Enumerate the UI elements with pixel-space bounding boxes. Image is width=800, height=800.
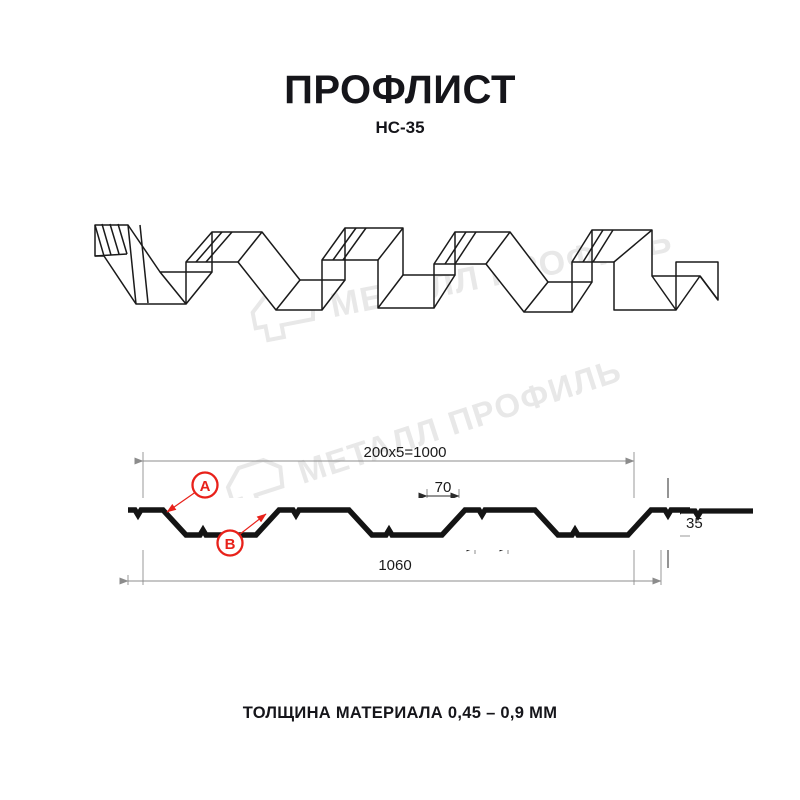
callout-a-label: A <box>200 478 211 495</box>
callout-b: B <box>216 513 267 557</box>
dimension-overall-width: 1060 <box>119 557 662 585</box>
dimension-height-label: 35 <box>686 515 703 532</box>
isometric-profile-view <box>94 223 719 313</box>
watermark-lower: МЕТАЛЛ ПРОФИЛЬ <box>225 351 626 513</box>
profile-model-label: НС-35 <box>375 118 425 137</box>
material-thickness-note: ТОЛЩИНА МАТЕРИАЛА 0,45 – 0,9 ММ <box>242 704 558 722</box>
profile-outline-main <box>120 498 690 550</box>
callout-b-label: B <box>225 536 236 553</box>
callout-a-circle <box>191 471 219 499</box>
callout-b-circle <box>216 529 244 557</box>
callout-a: A <box>166 471 219 513</box>
dimension-pitch-label: 200x5=1000 <box>364 444 447 461</box>
page-title: ПРОФЛИСТ <box>284 68 516 112</box>
cross-section-group: 200x5=1000 1060 70 70 <box>119 444 753 585</box>
dimension-top-flange-label: 70 <box>435 479 452 496</box>
dimension-pitch: 200x5=1000 <box>134 444 635 465</box>
dimension-overall-width-label: 1060 <box>378 557 411 574</box>
watermark-text: МЕТАЛЛ ПРОФИЛЬ <box>293 351 626 491</box>
